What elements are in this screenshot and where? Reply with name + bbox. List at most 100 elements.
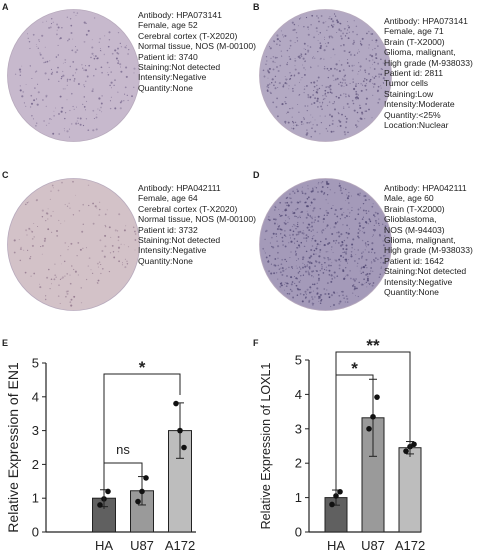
nucleus-dot: [133, 86, 135, 88]
info-line: Cerebral cortex (T-X2020): [138, 30, 238, 41]
nucleus-dot: [33, 236, 35, 238]
nucleus-dot: [343, 131, 346, 133]
nucleus-dot: [265, 56, 268, 58]
nucleus-dot: [320, 299, 323, 301]
nucleus-dot: [74, 270, 77, 273]
nucleus-dot: [264, 230, 267, 233]
nucleus-dot: [305, 292, 307, 294]
nucleus-dot: [374, 215, 376, 218]
nucleus-dot: [290, 127, 293, 129]
nucleus-dot: [337, 125, 339, 127]
nucleus-dot: [39, 286, 42, 289]
nucleus-dot: [359, 40, 362, 42]
nucleus-dot: [97, 282, 99, 284]
nucleus-dot: [319, 42, 322, 45]
nucleus-dot: [300, 120, 303, 123]
nucleus-dot: [324, 92, 327, 95]
nucleus-dot: [369, 78, 372, 81]
nucleus-dot: [341, 81, 344, 84]
nucleus-dot: [277, 245, 280, 248]
nucleus-dot: [284, 289, 285, 291]
nucleus-dot: [377, 258, 379, 261]
nucleus-dot: [313, 249, 316, 252]
info-line: Antibody: HPA042111: [138, 183, 221, 193]
nucleus-dot: [279, 282, 282, 285]
nucleus-dot: [354, 260, 356, 262]
nucleus-dot: [343, 251, 346, 254]
nucleus-dot: [310, 103, 313, 105]
nucleus-dot: [92, 202, 94, 205]
nucleus-dot: [111, 87, 112, 89]
nucleus-dot: [306, 264, 308, 266]
nucleus-dot: [280, 50, 282, 52]
nucleus-dot: [380, 262, 382, 264]
nucleus-dot: [93, 17, 96, 19]
nucleus-dot: [285, 208, 287, 210]
nucleus-dot: [356, 52, 359, 54]
nucleus-dot: [314, 130, 317, 133]
nucleus-dot: [362, 80, 365, 83]
significance-label: *: [139, 358, 146, 377]
nucleus-dot: [70, 298, 73, 301]
nucleus-dot: [125, 47, 127, 49]
nucleus-dot: [363, 278, 365, 281]
nucleus-dot: [269, 83, 271, 85]
nucleus-dot: [311, 275, 313, 277]
nucleus-dot: [59, 37, 61, 40]
nucleus-dot: [61, 276, 64, 279]
nucleus-dot: [51, 283, 52, 285]
nucleus-dot: [306, 265, 308, 267]
nucleus-dot: [70, 24, 73, 27]
nucleus-dot: [352, 31, 354, 33]
nucleus-dot: [288, 88, 290, 90]
nucleus-dot: [46, 60, 49, 63]
nucleus-dot: [343, 297, 345, 299]
nucleus-dot: [301, 192, 304, 195]
nucleus-dot: [353, 39, 355, 41]
nucleus-dot: [368, 47, 370, 49]
nucleus-dot: [99, 48, 101, 50]
nucleus-dot: [303, 123, 305, 125]
nucleus-dot: [324, 292, 327, 296]
nucleus-dot: [98, 208, 101, 211]
nucleus-dot: [363, 231, 366, 234]
nucleus-dot: [357, 193, 360, 196]
nucleus-dot: [332, 48, 335, 51]
y-tick-label: 0: [32, 525, 39, 540]
nucleus-dot: [289, 75, 292, 77]
nucleus-dot: [275, 106, 278, 108]
nucleus-dot: [348, 192, 350, 194]
nucleus-dot: [316, 231, 318, 233]
nucleus-dot: [124, 266, 127, 269]
nucleus-dot: [334, 213, 336, 215]
nucleus-dot: [328, 86, 331, 89]
nucleus-dot: [58, 112, 60, 115]
nucleus-dot: [107, 45, 110, 48]
nucleus-dot: [371, 39, 373, 41]
nucleus-dot: [316, 15, 318, 17]
nucleus-dot: [335, 63, 338, 66]
info-line: Glioma, malignant,: [384, 47, 456, 58]
nucleus-dot: [59, 37, 62, 40]
nucleus-dot: [345, 260, 348, 263]
nucleus-dot: [39, 52, 41, 54]
nucleus-dot: [317, 76, 320, 79]
nucleus-dot: [334, 15, 337, 17]
nucleus-dot: [379, 273, 381, 275]
nucleus-dot: [277, 69, 280, 73]
nucleus-dot: [272, 60, 275, 63]
nucleus-dot: [373, 229, 377, 232]
nucleus-dot: [348, 215, 351, 218]
nucleus-dot: [324, 42, 327, 45]
nucleus-dot: [114, 107, 117, 110]
nucleus-dot: [326, 194, 329, 196]
nucleus-dot: [270, 263, 272, 265]
nucleus-dot: [297, 288, 300, 291]
nucleus-dot: [321, 230, 323, 232]
nucleus-dot: [359, 65, 362, 68]
nucleus-dot: [74, 72, 76, 74]
nucleus-dot: [344, 216, 346, 219]
nucleus-dot: [275, 272, 278, 274]
nucleus-dot: [321, 103, 323, 105]
nucleus-dot: [316, 88, 319, 91]
